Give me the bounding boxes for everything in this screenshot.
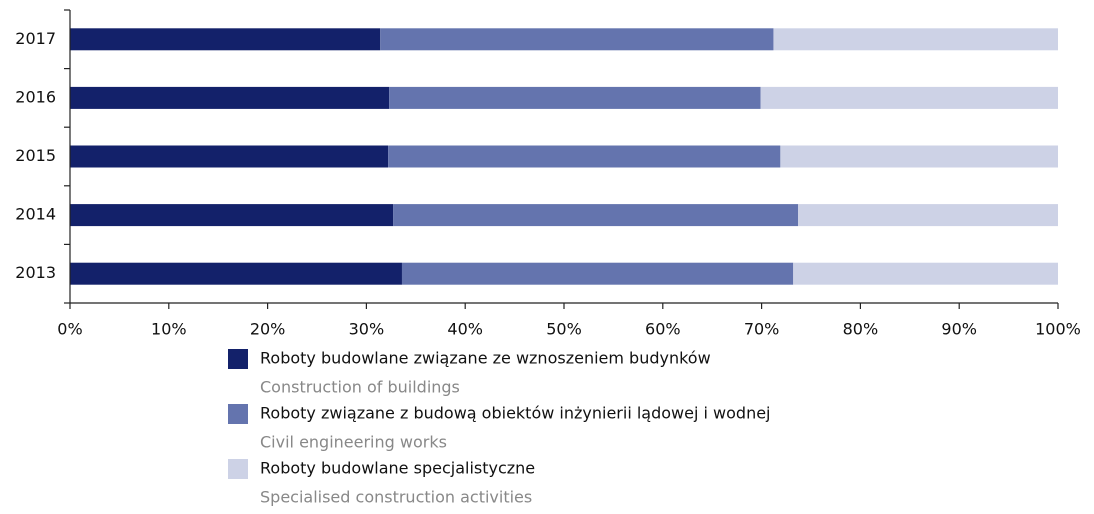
bar-segment: [388, 145, 781, 168]
legend-swatch: [228, 349, 248, 369]
legend-subtitle: Civil engineering works: [260, 433, 447, 452]
legend-swatch: [228, 404, 248, 424]
x-tick-label: 60%: [645, 320, 681, 339]
legend-label: Roboty budowlane specjalistyczne: [260, 459, 535, 478]
bar-segment: [70, 28, 381, 51]
legend-label: Roboty budowlane związane ze wznoszeniem…: [260, 349, 711, 368]
x-tick-label: 70%: [744, 320, 780, 339]
bar-segment: [780, 145, 1058, 168]
bar-segment: [760, 86, 1058, 109]
y-tick-label: 2016: [15, 87, 56, 106]
legend-swatch: [228, 459, 248, 479]
bar-segment: [393, 204, 799, 227]
x-tick-label: 50%: [546, 320, 582, 339]
bar-segment: [70, 204, 394, 227]
legend-subtitle: Construction of buildings: [260, 378, 460, 397]
bar-segment: [401, 262, 794, 285]
bar-segment: [793, 262, 1058, 285]
x-tick-label: 30%: [349, 320, 385, 339]
legend-subtitle: Specialised construction activities: [260, 488, 532, 507]
y-tick-label: 2013: [15, 263, 56, 282]
y-tick-label: 2014: [15, 205, 56, 224]
bar-segment: [389, 86, 761, 109]
bar-segment: [70, 145, 389, 168]
x-tick-label: 80%: [843, 320, 879, 339]
bar-segment: [798, 204, 1058, 227]
x-tick-label: 90%: [941, 320, 977, 339]
bar-segment: [773, 28, 1058, 51]
x-tick-label: 0%: [57, 320, 82, 339]
x-tick-label: 20%: [250, 320, 286, 339]
x-tick-label: 40%: [447, 320, 483, 339]
legend-label: Roboty związane z budową obiektów inżyni…: [260, 404, 771, 423]
x-tick-label: 10%: [151, 320, 187, 339]
bar-segment: [70, 86, 390, 109]
bar-segment: [70, 262, 402, 285]
bar-segment: [380, 28, 774, 51]
y-tick-label: 2017: [15, 29, 56, 48]
y-tick-label: 2015: [15, 146, 56, 165]
x-tick-label: 100%: [1035, 320, 1081, 339]
